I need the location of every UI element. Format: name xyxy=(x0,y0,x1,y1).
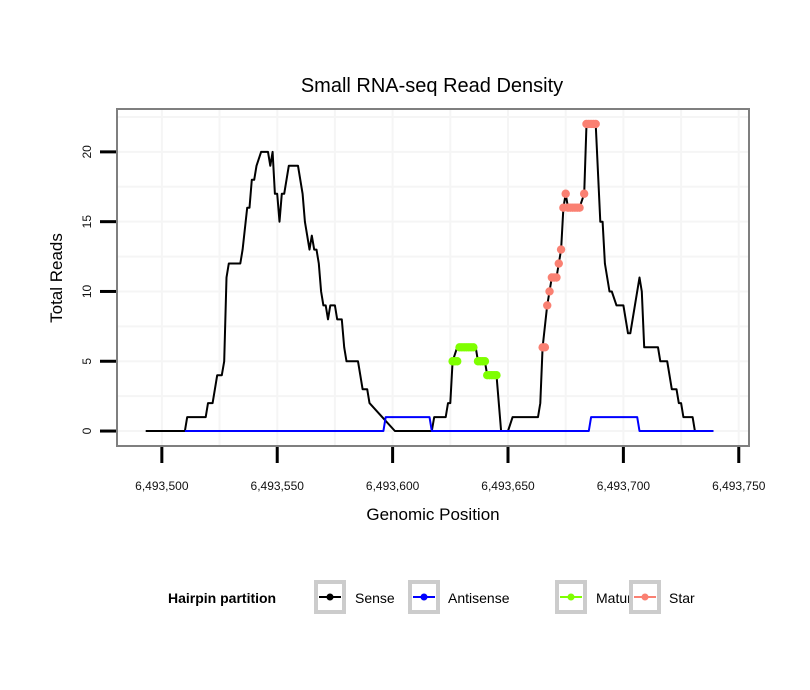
legend-item-antisense: Antisense xyxy=(408,580,510,614)
legend-key-point xyxy=(641,593,649,601)
y-axis: 0 5 10 15 20 xyxy=(80,145,116,434)
y-tick-label: 20 xyxy=(80,145,94,159)
y-axis-title: Total Reads xyxy=(47,233,66,323)
plot-frame xyxy=(116,108,750,447)
legend-item-mature: Mature xyxy=(555,580,640,614)
star-point xyxy=(591,119,600,129)
x-tick-label: 6,493,700 xyxy=(597,479,651,493)
legend: Hairpin partition Sense Antisense Mature St… xyxy=(168,580,695,614)
star-point xyxy=(552,273,561,282)
star-point xyxy=(561,189,570,198)
mature-point xyxy=(480,357,490,366)
y-tick-label: 15 xyxy=(80,215,94,229)
legend-label: Antisense xyxy=(448,590,510,606)
grid-lines xyxy=(118,110,748,445)
x-tick-label: 6,493,650 xyxy=(481,479,535,493)
x-tick-label: 6,493,550 xyxy=(251,479,305,493)
mature-point xyxy=(453,357,462,366)
star-point xyxy=(554,259,563,268)
legend-label: Sense xyxy=(355,590,395,606)
x-tick-label: 6,493,500 xyxy=(135,479,189,493)
mature-point xyxy=(469,343,478,352)
mature-point xyxy=(492,371,501,380)
chart-title: Small RNA-seq Read Density xyxy=(301,75,563,97)
star-point xyxy=(545,287,554,296)
antisense-line xyxy=(184,416,714,432)
legend-item-star: Star xyxy=(629,580,695,614)
x-tick-label: 6,493,750 xyxy=(712,479,766,493)
star-point xyxy=(556,245,566,254)
star-point xyxy=(579,189,589,198)
plot-area xyxy=(145,119,714,432)
y-tick-label: 0 xyxy=(80,427,94,434)
x-axis-title: Genomic Position xyxy=(366,505,499,524)
star-point xyxy=(575,203,584,212)
star-point xyxy=(543,301,552,310)
legend-label: Star xyxy=(669,590,695,606)
legend-title: Hairpin partition xyxy=(168,590,276,606)
x-axis: 6,493,500 6,493,550 6,493,600 6,493,650 6,49… xyxy=(135,447,766,493)
legend-key-point xyxy=(326,593,334,601)
legend-item-sense: Sense xyxy=(314,580,395,614)
legend-label: Mature xyxy=(596,590,640,606)
legend-key-point xyxy=(567,593,575,601)
y-tick-label: 5 xyxy=(80,358,94,365)
y-tick-label: 10 xyxy=(80,284,94,298)
legend-key-point xyxy=(420,593,428,601)
star-point xyxy=(540,343,550,352)
x-tick-label: 6,493,600 xyxy=(366,479,420,493)
sense-line xyxy=(145,123,714,432)
